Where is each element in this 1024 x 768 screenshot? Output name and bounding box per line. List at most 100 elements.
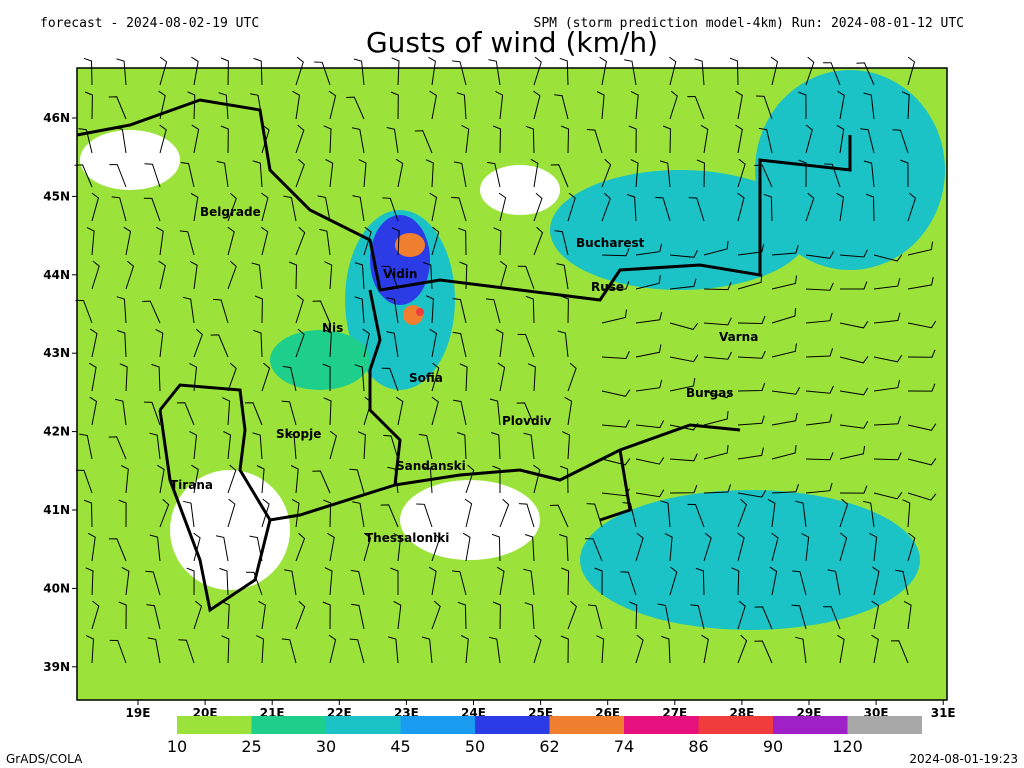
- wind-barb: [737, 158, 746, 188]
- wind-barb: [561, 431, 571, 460]
- wind-barb: [351, 603, 365, 630]
- wind-barb: [459, 261, 468, 290]
- wind-barb: [901, 91, 910, 120]
- wind-barb: [661, 635, 671, 664]
- wind-barb: [769, 566, 778, 596]
- wind-barb: [452, 60, 467, 86]
- colorbar-label: 86: [688, 737, 708, 756]
- colorbar: 10 25 30 45 50 62 74 86 90 120: [167, 716, 922, 756]
- wind-barb: [560, 635, 569, 664]
- wind-barb: [907, 532, 916, 562]
- wind-barb: [353, 58, 365, 86]
- wind-barb: [635, 457, 665, 465]
- wind-barb: [323, 125, 332, 154]
- wind-barb: [635, 275, 661, 290]
- wind-barb: [295, 124, 305, 154]
- lat-label: 39N: [43, 660, 70, 674]
- wind-barb: [758, 127, 773, 154]
- wind-barb: [180, 162, 195, 188]
- lat-label: 42N: [43, 425, 70, 439]
- wind-barb: [533, 464, 541, 494]
- wind-barb: [354, 262, 365, 290]
- calm-area: [80, 130, 180, 190]
- wind-barb: [292, 90, 301, 120]
- wind-barb: [87, 532, 96, 562]
- wind-barb: [805, 452, 834, 461]
- wind-barb: [84, 91, 93, 120]
- colorbar-label: 120: [832, 737, 863, 756]
- wind-barb: [601, 158, 612, 188]
- wind-barb: [497, 362, 506, 392]
- wind-barb: [735, 124, 743, 154]
- wind-barb: [601, 389, 631, 397]
- wind-barb: [357, 431, 366, 460]
- wind-barb: [703, 411, 729, 426]
- wind-barb: [147, 637, 161, 664]
- wind-barb: [431, 600, 441, 630]
- wind-barb: [635, 532, 644, 562]
- wind-barb: [290, 465, 299, 494]
- wind-barb: [453, 161, 467, 188]
- wind-barb: [735, 90, 743, 120]
- wind-barb: [495, 328, 504, 358]
- wind-barb: [222, 397, 231, 426]
- wind-barb: [839, 387, 869, 396]
- wind-barb: [85, 635, 95, 664]
- wind-barb: [322, 601, 331, 630]
- wind-barb: [158, 90, 166, 120]
- wind-barb: [431, 226, 440, 256]
- wind-barb: [351, 127, 365, 154]
- calm-area: [400, 480, 540, 560]
- wind-barb: [491, 533, 501, 562]
- wind-barb: [386, 331, 399, 358]
- wind-barb: [149, 432, 161, 460]
- wind-barb: [559, 57, 569, 86]
- wind-barb: [907, 56, 916, 86]
- wind-barb: [823, 62, 841, 86]
- wind-barb: [312, 300, 331, 324]
- wind-barb: [635, 311, 663, 324]
- colorbar-swatch: [177, 716, 252, 734]
- city-label: Sofia: [409, 371, 443, 385]
- wind-barb: [669, 422, 699, 431]
- wind-barb: [688, 197, 705, 222]
- wind-barb: [567, 600, 577, 630]
- wind-barb: [322, 363, 331, 392]
- wind-barb: [902, 499, 911, 528]
- wind-barb: [485, 298, 501, 324]
- wind-barb: [227, 260, 237, 290]
- wind-barb: [414, 130, 433, 154]
- wind-barb: [323, 397, 332, 426]
- wind-barb: [664, 533, 673, 562]
- wind-barb: [499, 498, 510, 528]
- wind-barb: [533, 634, 542, 664]
- footer-credit: GrADS/COLA: [6, 752, 83, 766]
- footer-timestamp: 2024-08-01-19:23: [909, 752, 1018, 766]
- wind-barb: [295, 56, 304, 86]
- wind-barb: [193, 328, 203, 358]
- wind-barb: [771, 307, 797, 324]
- wind-barb: [703, 282, 732, 291]
- wind-barb: [422, 466, 433, 494]
- wind-barb: [635, 379, 663, 392]
- wind-barb: [118, 601, 127, 630]
- city-label: Plovdiv: [502, 414, 552, 428]
- wind-barb: [559, 534, 569, 562]
- wind-barb: [873, 379, 901, 392]
- wind-barb: [559, 465, 569, 494]
- wind-barb: [227, 498, 236, 528]
- wind-barb: [669, 278, 697, 290]
- colorbar-label: 74: [614, 737, 634, 756]
- wind-barb: [839, 485, 868, 494]
- city-label: Skopje: [276, 427, 321, 441]
- wind-barb: [771, 343, 797, 358]
- wind-barb: [352, 501, 365, 528]
- wind-barb: [554, 230, 569, 256]
- wind-barb: [860, 128, 875, 154]
- wind-barb: [763, 193, 773, 222]
- wind-barb: [836, 192, 845, 222]
- wind-barb: [586, 503, 603, 528]
- wind-barb: [550, 504, 569, 528]
- wind-barb: [457, 601, 467, 630]
- wind-barb: [159, 498, 170, 528]
